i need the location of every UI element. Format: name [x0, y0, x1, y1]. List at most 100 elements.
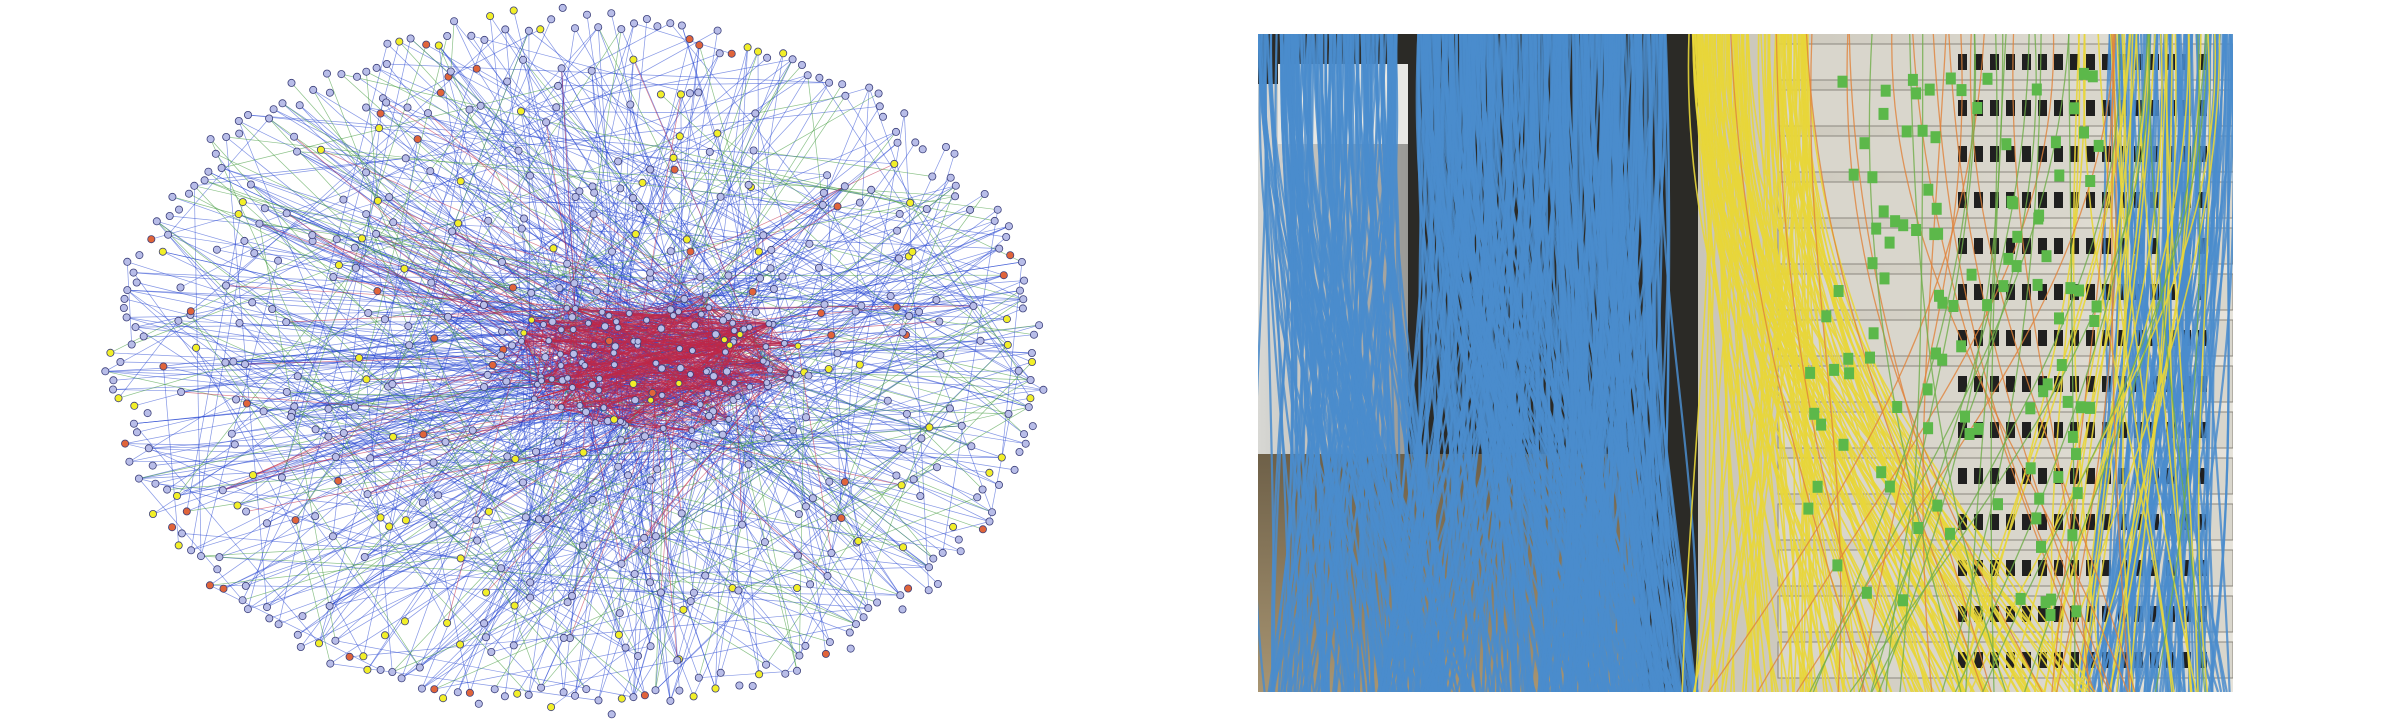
graph-edge — [574, 403, 682, 696]
graph-node — [434, 491, 443, 500]
graph-node — [893, 226, 902, 235]
green-connector — [1884, 236, 1895, 249]
graph-node — [472, 64, 481, 73]
graph-node — [1024, 403, 1033, 412]
graph-node — [966, 205, 975, 214]
graph-node — [293, 372, 302, 381]
cable — [1982, 34, 2208, 692]
cable — [1295, 34, 1360, 692]
green-connector — [2031, 83, 2042, 96]
graph-node — [287, 412, 296, 421]
graph-node — [1003, 340, 1012, 349]
graph-node — [719, 316, 728, 325]
graph-node — [694, 673, 703, 682]
graph-node — [1014, 366, 1023, 375]
green-connector — [2072, 487, 2083, 500]
cable — [2197, 34, 2211, 692]
port-slot — [1990, 54, 1999, 70]
graph-node — [519, 55, 528, 64]
graph-edge — [913, 478, 993, 513]
graph-edge — [674, 169, 998, 211]
graph-edge — [302, 243, 810, 617]
graph-node — [886, 291, 895, 300]
graph-edge — [453, 21, 478, 69]
graph-edge — [471, 35, 690, 94]
graph-node — [730, 327, 738, 335]
graph-node — [718, 430, 727, 439]
graph-node — [187, 546, 196, 555]
green-connector — [1867, 257, 1878, 270]
cable — [1611, 34, 1662, 692]
graph-edge — [732, 235, 764, 589]
graph-node — [163, 485, 172, 494]
graph-node — [582, 10, 591, 19]
graph-edge — [328, 93, 879, 410]
graph-node — [521, 513, 530, 522]
graph-edge — [281, 44, 427, 478]
graph-edge — [614, 364, 720, 384]
graph-edge — [341, 73, 859, 542]
graph-edge — [110, 238, 337, 354]
cable — [1611, 34, 1671, 692]
graph-edge — [621, 374, 797, 564]
graph-edge — [448, 76, 647, 321]
graph-edge — [476, 422, 624, 521]
graph-node — [490, 685, 499, 694]
graph-edge — [909, 202, 1019, 371]
graph-edge — [167, 234, 424, 503]
cable — [1558, 34, 1678, 692]
graph-node — [352, 72, 361, 81]
graph-node — [820, 300, 829, 309]
port-slot — [2006, 100, 2015, 116]
green-connector — [1880, 84, 1891, 97]
graph-edge — [269, 429, 794, 619]
cable — [2084, 34, 2191, 692]
graph-node — [248, 471, 257, 480]
graph-edge — [133, 272, 630, 314]
graph-node — [614, 630, 623, 639]
graph-node — [852, 620, 861, 629]
graph-node — [127, 340, 136, 349]
green-connector — [1934, 289, 1944, 302]
graph-edge — [560, 313, 702, 355]
graph-node — [997, 453, 1006, 462]
graph-node — [465, 688, 474, 697]
graph-node — [366, 454, 375, 463]
graph-edge — [749, 327, 768, 383]
cable — [1775, 34, 2008, 692]
graph-edge — [522, 59, 934, 559]
green-connector — [2025, 402, 2036, 415]
graph-node — [685, 35, 694, 44]
graph-node — [695, 41, 704, 50]
graph-node — [658, 391, 666, 399]
graph-edge — [588, 322, 663, 396]
graph-edge — [620, 421, 692, 431]
port-slot — [2198, 54, 2207, 70]
graph-edge — [531, 319, 626, 426]
graph-node — [894, 254, 903, 263]
graph-edge — [561, 68, 576, 309]
green-connector — [2036, 540, 2046, 553]
graph-node — [1028, 422, 1037, 431]
graph-node — [213, 565, 222, 574]
graph-node — [607, 9, 616, 18]
graph-edge — [247, 387, 573, 610]
graph-edge — [127, 289, 424, 503]
graph-edge — [768, 304, 825, 325]
graph-edge — [520, 110, 693, 351]
graph-edge — [380, 28, 541, 114]
graph-node — [595, 375, 603, 383]
graph-node — [675, 686, 684, 695]
green-connector — [1861, 586, 1872, 599]
graph-node — [373, 196, 382, 205]
port-slot — [1990, 376, 1999, 392]
graph-node — [182, 507, 191, 516]
graph-edge — [433, 422, 624, 525]
port-slot — [2102, 514, 2111, 530]
graph-node — [205, 581, 214, 590]
green-connector — [2003, 252, 2014, 265]
port-slot — [2118, 238, 2127, 254]
graph-edge — [156, 221, 367, 380]
port-slot — [2006, 146, 2015, 162]
green-connector — [1837, 75, 1848, 88]
